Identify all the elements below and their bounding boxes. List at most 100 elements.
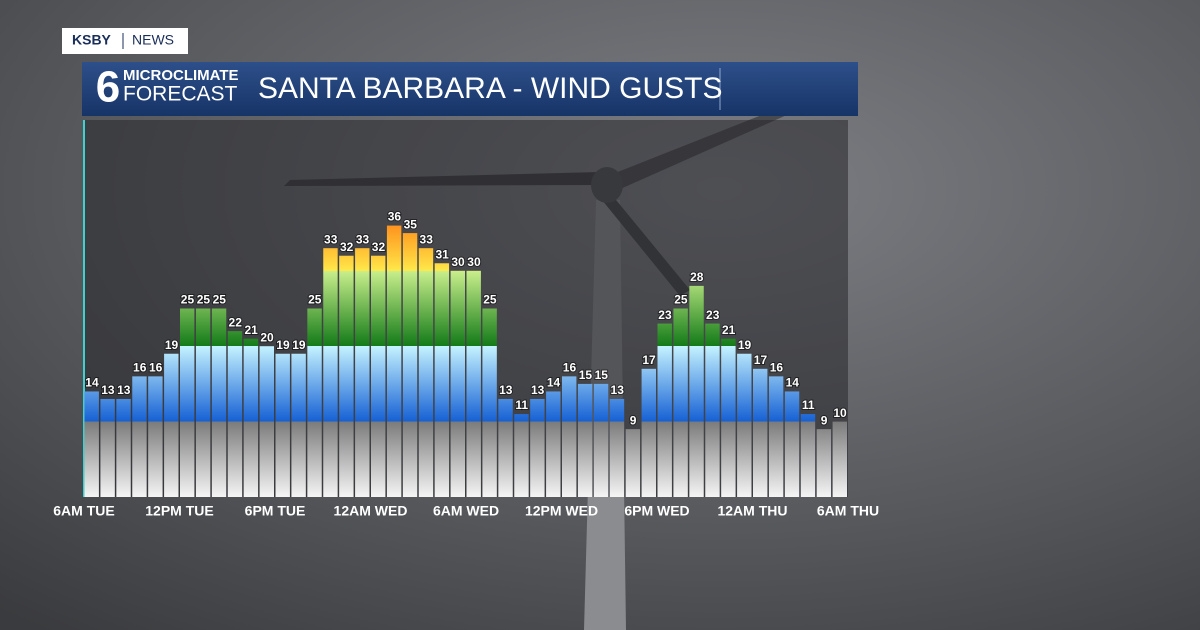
logo-line1: MICROCLIMATE	[123, 67, 239, 84]
x-tick-label: 12PM TUE	[145, 503, 213, 519]
bar	[275, 353, 290, 497]
value-label: 30	[467, 255, 481, 269]
bar	[100, 398, 115, 497]
value-label: 19	[292, 338, 306, 352]
x-tick-label: 6AM THU	[817, 503, 879, 519]
brand-box	[62, 28, 188, 54]
value-label: 21	[244, 323, 258, 337]
value-label: 32	[372, 240, 386, 254]
value-label: 23	[706, 308, 720, 322]
bar	[355, 248, 370, 497]
bar	[434, 263, 450, 497]
bar	[832, 421, 847, 497]
x-tick-label: 12AM WED	[334, 503, 408, 519]
value-label: 30	[451, 255, 465, 269]
bar	[323, 248, 338, 497]
bar	[546, 391, 561, 497]
value-label: 25	[674, 293, 688, 307]
bar	[482, 308, 497, 497]
value-label: 33	[324, 232, 338, 246]
bar	[800, 414, 816, 497]
x-tick-label: 6AM TUE	[53, 503, 114, 519]
brand: KSBY	[72, 32, 112, 48]
value-label: 16	[563, 361, 577, 375]
bar	[609, 398, 625, 497]
value-label: 15	[579, 368, 593, 382]
value-label: 25	[483, 293, 497, 307]
value-label: 23	[658, 308, 672, 322]
section: NEWS	[132, 32, 174, 48]
value-label: 9	[630, 413, 637, 427]
value-label: 25	[308, 293, 322, 307]
value-label: 19	[738, 338, 752, 352]
value-label: 17	[754, 353, 768, 367]
bar	[641, 368, 656, 497]
bar	[307, 308, 322, 497]
value-label: 35	[404, 217, 418, 231]
bar	[116, 398, 131, 497]
bar	[259, 346, 274, 497]
value-label: 22	[229, 315, 243, 329]
chart-title: SANTA BARBARA - WIND GUSTS	[258, 72, 723, 105]
value-label: 14	[786, 376, 800, 390]
bar	[402, 233, 418, 497]
value-label: 13	[117, 383, 131, 397]
bar	[243, 338, 259, 497]
x-tick-label: 6PM WED	[624, 503, 689, 519]
bar	[577, 383, 593, 497]
value-label: 11	[515, 398, 528, 412]
value-label: 15	[595, 368, 609, 382]
bar	[562, 376, 577, 497]
value-label: 25	[197, 293, 211, 307]
value-label: 14	[547, 376, 561, 390]
value-label: 9	[821, 413, 828, 427]
bar	[768, 376, 784, 497]
value-label: 13	[611, 383, 625, 397]
bar	[291, 353, 306, 497]
value-label: 14	[85, 376, 99, 390]
bar	[514, 414, 529, 497]
value-label: 31	[435, 247, 449, 261]
logo-line2: FORECAST	[123, 83, 238, 106]
value-label: 21	[722, 323, 736, 337]
value-label: 11	[802, 398, 815, 412]
value-label: 13	[499, 383, 513, 397]
bar	[450, 270, 465, 497]
value-label: 16	[133, 361, 147, 375]
bar	[164, 353, 179, 497]
bar	[148, 376, 163, 497]
logo-number: 6	[96, 63, 120, 112]
value-label: 25	[213, 293, 227, 307]
value-label: 13	[101, 383, 115, 397]
bar	[211, 308, 227, 497]
bar	[386, 225, 402, 497]
value-label: 20	[260, 330, 274, 344]
bar	[593, 383, 609, 497]
bar	[418, 248, 434, 497]
value-label: 28	[690, 270, 704, 284]
value-label: 17	[642, 353, 656, 367]
bar	[466, 270, 481, 497]
bar	[530, 398, 545, 497]
x-tick-label: 6AM WED	[433, 503, 499, 519]
bar	[784, 391, 800, 497]
x-tick-label: 12AM THU	[717, 503, 787, 519]
bar	[816, 429, 832, 497]
x-tick-label: 6PM TUE	[245, 503, 306, 519]
value-label: 25	[181, 293, 195, 307]
plot-area	[84, 120, 848, 497]
value-label: 19	[276, 338, 290, 352]
bar	[689, 285, 704, 497]
bar	[195, 308, 211, 497]
bar	[339, 255, 354, 497]
value-label: 16	[149, 361, 163, 375]
value-label: 10	[833, 406, 847, 420]
bar	[721, 338, 736, 497]
bar	[625, 429, 641, 497]
bar	[705, 323, 720, 497]
bar	[737, 353, 752, 497]
title-bar	[82, 62, 858, 116]
value-label: 36	[388, 210, 402, 224]
bar	[657, 323, 672, 497]
value-label: 13	[531, 383, 545, 397]
